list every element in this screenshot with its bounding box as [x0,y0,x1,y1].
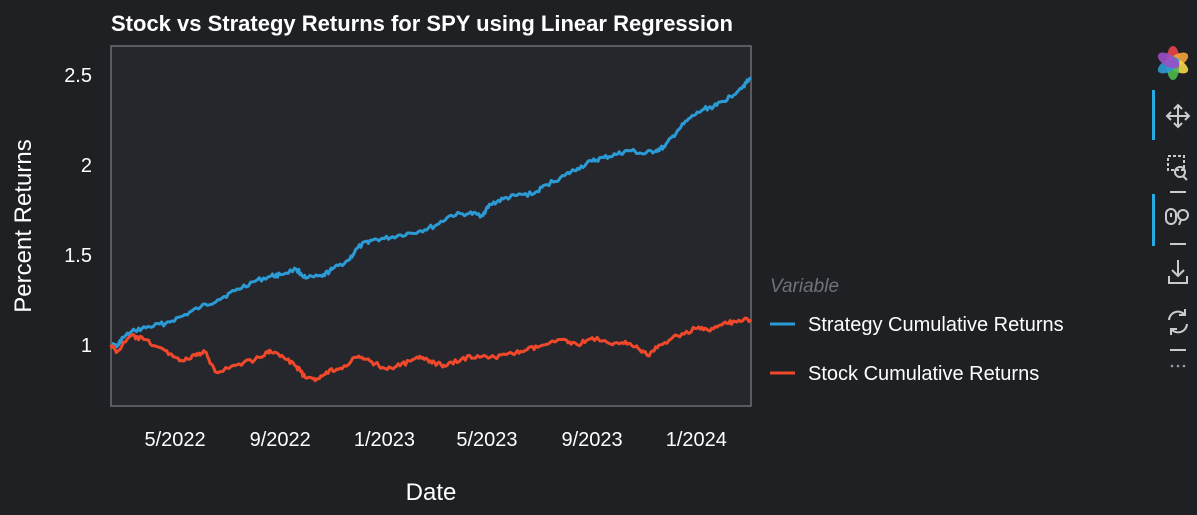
pan-tool[interactable] [1152,90,1192,140]
y-axis-ticks: 1 1.5 2 2.5 [64,65,92,357]
y-tick-label: 2.5 [64,65,92,87]
save-icon [1168,260,1188,284]
chart-toolbar [1148,40,1197,380]
box-zoom-icon [1167,155,1188,193]
reset-icon [1168,309,1188,335]
y-axis-label: Percent Returns [10,139,37,312]
y-tick-label: 1.5 [64,245,92,267]
x-tick-label: 5/2023 [456,429,517,451]
wheel-zoom-icon [1165,208,1189,245]
reset-tool[interactable] [1152,302,1192,342]
legend-label: Strategy Cumulative Returns [808,314,1064,336]
more-tools-button[interactable] [1152,340,1192,380]
x-tick-label: 1/2023 [354,429,415,451]
series-line-strategy [109,76,752,350]
bokeh-logo-icon[interactable] [1154,44,1192,82]
x-axis-label: Date [406,479,457,506]
legend-items: Strategy Cumulative Returns Stock Cumulat… [770,314,1064,385]
legend-item[interactable]: Stock Cumulative Returns [770,363,1039,385]
wheel-zoom-tool[interactable] [1152,194,1192,246]
x-tick-label: 9/2022 [250,429,311,451]
x-tick-label: 9/2023 [561,429,622,451]
x-axis-ticks: 5/2022 9/2022 1/2023 5/2023 9/2023 1/2024 [144,429,726,451]
x-tick-label: 5/2022 [144,429,205,451]
pan-icon [1165,103,1191,129]
more-icon [1170,349,1186,368]
box-zoom-tool[interactable] [1152,152,1192,193]
legend-label: Stock Cumulative Returns [808,363,1039,385]
legend: Variable Strategy Cumulative Returns Stoc… [770,276,1064,385]
y-tick-label: 1 [81,335,92,357]
series-layer [109,76,753,383]
save-tool[interactable] [1152,256,1192,296]
legend-item[interactable]: Strategy Cumulative Returns [770,314,1064,336]
x-tick-label: 1/2024 [666,429,727,451]
legend-title: Variable [770,276,839,297]
chart-title: Stock vs Strategy Returns for SPY using … [111,11,733,36]
series-line-stock [109,316,753,383]
y-tick-label: 2 [81,155,92,177]
